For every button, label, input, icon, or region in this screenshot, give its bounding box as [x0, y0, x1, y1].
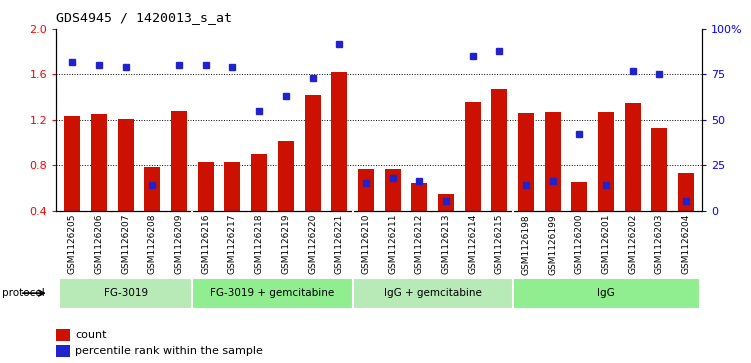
Bar — [465, 102, 481, 211]
Text: GSM1126210: GSM1126210 — [361, 214, 370, 274]
Text: IgG: IgG — [597, 288, 615, 298]
Bar — [278, 141, 294, 211]
Bar — [198, 162, 214, 211]
Bar — [651, 128, 668, 211]
Bar — [91, 114, 107, 211]
Bar — [625, 103, 641, 211]
Text: GSM1126216: GSM1126216 — [201, 214, 210, 274]
Text: protocol: protocol — [2, 288, 44, 298]
Text: FG-3019 + gemcitabine: FG-3019 + gemcitabine — [210, 288, 335, 298]
Text: GSM1126200: GSM1126200 — [575, 214, 584, 274]
Text: GSM1126205: GSM1126205 — [68, 214, 77, 274]
Text: GSM1126220: GSM1126220 — [308, 214, 317, 274]
Bar — [331, 72, 347, 211]
Text: IgG + gemcitabine: IgG + gemcitabine — [384, 288, 481, 298]
Text: GSM1126199: GSM1126199 — [548, 214, 557, 274]
Text: GSM1126208: GSM1126208 — [148, 214, 157, 274]
Bar — [385, 168, 400, 211]
Bar — [65, 117, 80, 211]
Bar — [56, 329, 70, 341]
Bar — [412, 183, 427, 211]
Text: GSM1126198: GSM1126198 — [521, 214, 530, 274]
Text: percentile rank within the sample: percentile rank within the sample — [75, 346, 263, 356]
Bar — [518, 113, 534, 211]
Text: GSM1126215: GSM1126215 — [495, 214, 504, 274]
Text: GSM1126211: GSM1126211 — [388, 214, 397, 274]
Bar — [438, 193, 454, 211]
Text: GSM1126209: GSM1126209 — [174, 214, 183, 274]
Bar — [352, 278, 513, 309]
Bar — [513, 278, 699, 309]
Bar — [358, 168, 374, 211]
Bar — [491, 89, 508, 211]
Bar — [192, 278, 352, 309]
Text: GSM1126219: GSM1126219 — [282, 214, 291, 274]
Bar — [59, 278, 192, 309]
Bar — [118, 119, 134, 211]
Text: GSM1126221: GSM1126221 — [335, 214, 344, 274]
Bar — [544, 112, 561, 211]
Text: GSM1126206: GSM1126206 — [95, 214, 104, 274]
Text: count: count — [75, 330, 107, 340]
Bar — [56, 345, 70, 358]
Bar — [678, 173, 694, 211]
Text: GSM1126202: GSM1126202 — [629, 214, 638, 274]
Bar — [144, 167, 161, 211]
Bar — [171, 111, 187, 211]
Bar — [572, 182, 587, 211]
Bar — [251, 154, 267, 211]
Text: GSM1126204: GSM1126204 — [682, 214, 691, 274]
Text: GSM1126203: GSM1126203 — [655, 214, 664, 274]
Bar — [598, 112, 614, 211]
Text: GSM1126217: GSM1126217 — [228, 214, 237, 274]
Text: GSM1126212: GSM1126212 — [415, 214, 424, 274]
Bar — [304, 95, 321, 211]
Bar — [225, 162, 240, 211]
Text: GSM1126213: GSM1126213 — [442, 214, 451, 274]
Text: FG-3019: FG-3019 — [104, 288, 148, 298]
Text: GSM1126214: GSM1126214 — [468, 214, 477, 274]
Text: GDS4945 / 1420013_s_at: GDS4945 / 1420013_s_at — [56, 11, 232, 24]
Text: GSM1126207: GSM1126207 — [121, 214, 130, 274]
Text: GSM1126201: GSM1126201 — [602, 214, 611, 274]
Text: GSM1126218: GSM1126218 — [255, 214, 264, 274]
